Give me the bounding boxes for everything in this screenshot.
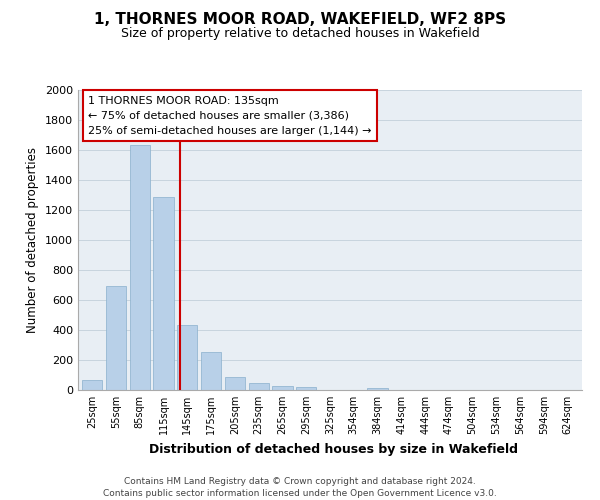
Text: Size of property relative to detached houses in Wakefield: Size of property relative to detached ho… <box>121 28 479 40</box>
Y-axis label: Number of detached properties: Number of detached properties <box>26 147 40 333</box>
Bar <box>248 382 269 390</box>
Text: 1 THORNES MOOR ROAD: 135sqm
← 75% of detached houses are smaller (3,386)
25% of : 1 THORNES MOOR ROAD: 135sqm ← 75% of det… <box>88 96 371 136</box>
Text: Contains public sector information licensed under the Open Government Licence v3: Contains public sector information licen… <box>103 489 497 498</box>
Text: Contains HM Land Registry data © Crown copyright and database right 2024.: Contains HM Land Registry data © Crown c… <box>124 478 476 486</box>
Bar <box>367 388 388 390</box>
Bar <box>225 376 245 390</box>
Bar <box>201 352 221 390</box>
Bar <box>177 325 197 390</box>
Text: 1, THORNES MOOR ROAD, WAKEFIELD, WF2 8PS: 1, THORNES MOOR ROAD, WAKEFIELD, WF2 8PS <box>94 12 506 28</box>
Bar <box>130 145 150 390</box>
Bar <box>106 286 126 390</box>
Bar <box>296 387 316 390</box>
Text: Distribution of detached houses by size in Wakefield: Distribution of detached houses by size … <box>149 442 517 456</box>
Bar <box>82 380 103 390</box>
Bar <box>272 386 293 390</box>
Bar <box>154 197 173 390</box>
